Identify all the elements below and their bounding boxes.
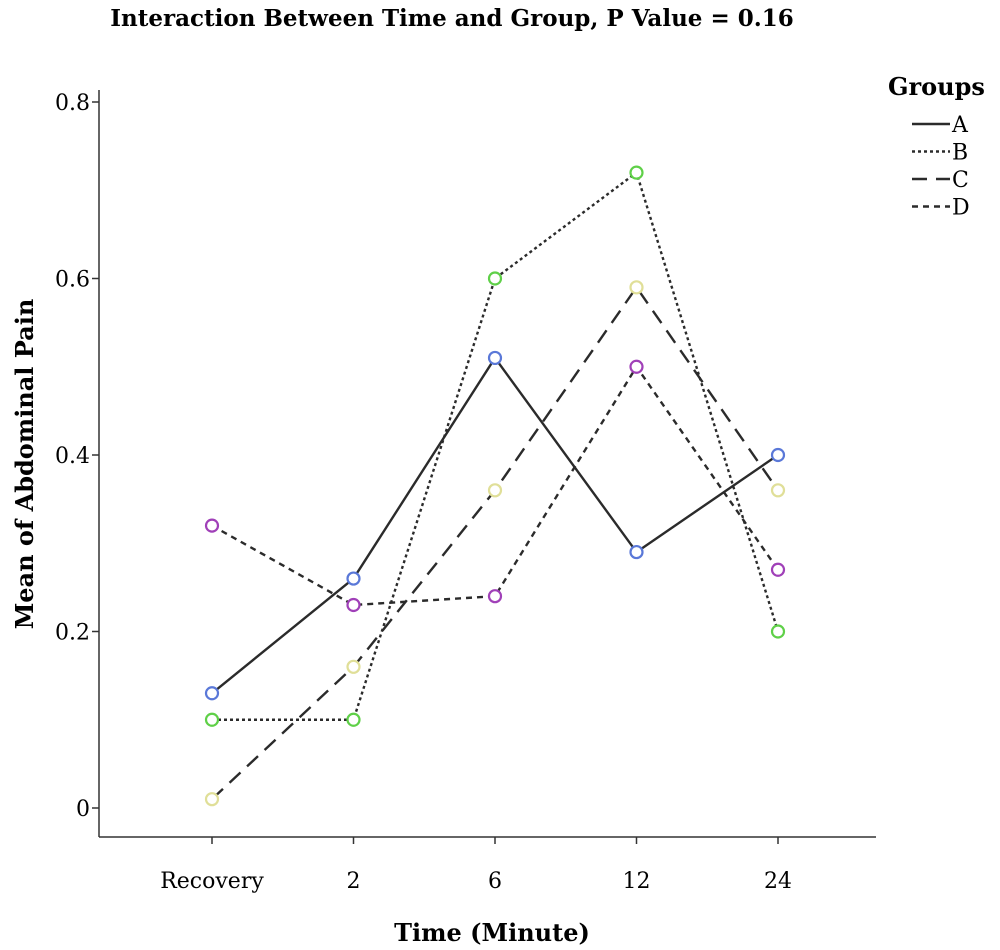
data-point-d xyxy=(770,562,786,577)
data-point-c xyxy=(204,792,220,807)
x-tick-label: 12 xyxy=(623,869,651,894)
x-tick-label: Recovery xyxy=(160,869,264,894)
legend-label-c: C xyxy=(952,168,969,193)
y-tick-label: 0 xyxy=(76,797,90,822)
legend-label-b: B xyxy=(952,141,968,166)
legend-label-d: D xyxy=(952,196,970,221)
data-point-a xyxy=(487,350,503,366)
legend-title: Groups xyxy=(888,72,985,101)
data-point-b xyxy=(487,271,503,286)
data-point-d xyxy=(487,589,503,604)
series-points xyxy=(204,165,786,807)
y-axis-label: Mean of Abdominal Pain xyxy=(10,299,39,630)
data-point-b xyxy=(346,712,361,727)
y-tick-label: 0.4 xyxy=(55,444,90,469)
x-tick-label: 2 xyxy=(347,869,361,894)
data-point-c xyxy=(770,483,786,498)
x-ticks: Recovery 2 6 12 24 xyxy=(160,837,792,894)
x-tick-label: 24 xyxy=(764,869,792,894)
data-point-a xyxy=(629,544,644,560)
data-point-c xyxy=(629,280,644,295)
series-line-a xyxy=(211,355,779,695)
data-point-a xyxy=(346,571,361,586)
x-axis-label: Time (Minute) xyxy=(394,918,590,947)
x-tick-label: 6 xyxy=(488,869,502,894)
data-point-d xyxy=(204,518,220,533)
y-tick-label: 0.6 xyxy=(55,268,90,293)
data-point-a xyxy=(770,447,786,463)
data-point-b xyxy=(204,712,220,727)
data-point-d xyxy=(629,359,644,374)
data-point-b xyxy=(770,624,786,639)
data-point-d xyxy=(346,597,361,613)
data-point-c xyxy=(487,483,503,498)
data-point-c xyxy=(346,659,361,674)
chart-title: Interaction Between Time and Group, P Va… xyxy=(110,5,794,32)
data-point-b xyxy=(629,165,644,180)
y-tick-label: 0.2 xyxy=(55,621,90,646)
y-tick-label: 0.8 xyxy=(55,91,90,116)
legend-label-a: A xyxy=(951,113,969,138)
data-point-a xyxy=(204,686,220,701)
y-ticks: 0 0.2 0.4 0.6 0.8 xyxy=(55,91,99,822)
